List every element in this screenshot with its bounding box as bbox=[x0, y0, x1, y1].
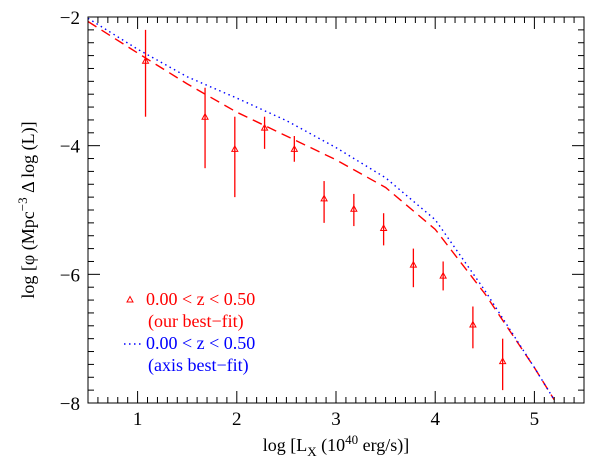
x-tick-label: 2 bbox=[232, 409, 242, 430]
legend-label-axis-fit: 0.00 < z < 0.50 bbox=[146, 333, 255, 353]
axis-ticks bbox=[87, 16, 585, 404]
data-point-triangle bbox=[141, 56, 150, 64]
legend-sublabel-our-fit: (our best−fit) bbox=[148, 311, 244, 332]
x-tick-label: 3 bbox=[331, 409, 341, 430]
y-axis-label: log [φ (Mpc−3 Δ log (L)] bbox=[15, 121, 39, 298]
data-point-triangle bbox=[350, 204, 358, 212]
series-line-dotted-2 bbox=[87, 17, 555, 401]
y-tick-label: −6 bbox=[60, 265, 80, 286]
legend-label-our-fit: 0.00 < z < 0.50 bbox=[146, 289, 255, 309]
x-axis-label: log [LX (1040 erg/s)] bbox=[263, 432, 410, 459]
legend-marker-red-triangle bbox=[126, 295, 134, 303]
data-point-triangle bbox=[290, 144, 299, 152]
y-tick-label: −2 bbox=[60, 8, 80, 29]
y-axis-label-rest: Δ log (L)] bbox=[18, 121, 39, 197]
data-point-triangle bbox=[260, 123, 269, 131]
series-line-dashed-1 bbox=[87, 20, 555, 401]
legend: 0.00 < z < 0.50 (our best−fit) 0.00 < z … bbox=[124, 289, 255, 376]
x-axis-label-sub: X bbox=[307, 444, 317, 459]
y-tick-label: −4 bbox=[60, 137, 81, 158]
data-point-triangle bbox=[379, 223, 388, 232]
y-tick-label: −8 bbox=[60, 394, 80, 415]
y-axis-label-main: log [φ (Mpc bbox=[18, 211, 39, 298]
y-axis-label-sup: −3 bbox=[15, 197, 30, 211]
x-tick-label: 4 bbox=[430, 409, 440, 430]
data-point-triangle bbox=[201, 112, 209, 120]
data-point-triangle bbox=[320, 194, 328, 202]
x-tick-label: 5 bbox=[530, 409, 540, 430]
tick-labels: 1 2 3 4 5 −8 −6 −4 −2 bbox=[60, 8, 539, 430]
data-point-triangle bbox=[409, 260, 418, 268]
x-axis-label-main: log [L bbox=[263, 435, 308, 455]
x-axis-label-rest: (10 bbox=[317, 435, 346, 456]
data-point-triangle bbox=[230, 144, 239, 152]
legend-sublabel-axis-fit: (axis best−fit) bbox=[148, 355, 249, 376]
x-axis-label-sup: 40 bbox=[345, 432, 358, 447]
x-axis-label-end: erg/s)] bbox=[358, 435, 409, 456]
data-point-triangle bbox=[498, 357, 507, 365]
x-tick-label: 1 bbox=[133, 409, 143, 430]
data-point-triangle bbox=[469, 320, 477, 328]
plot-content bbox=[87, 17, 555, 401]
data-point-triangle bbox=[439, 271, 447, 279]
